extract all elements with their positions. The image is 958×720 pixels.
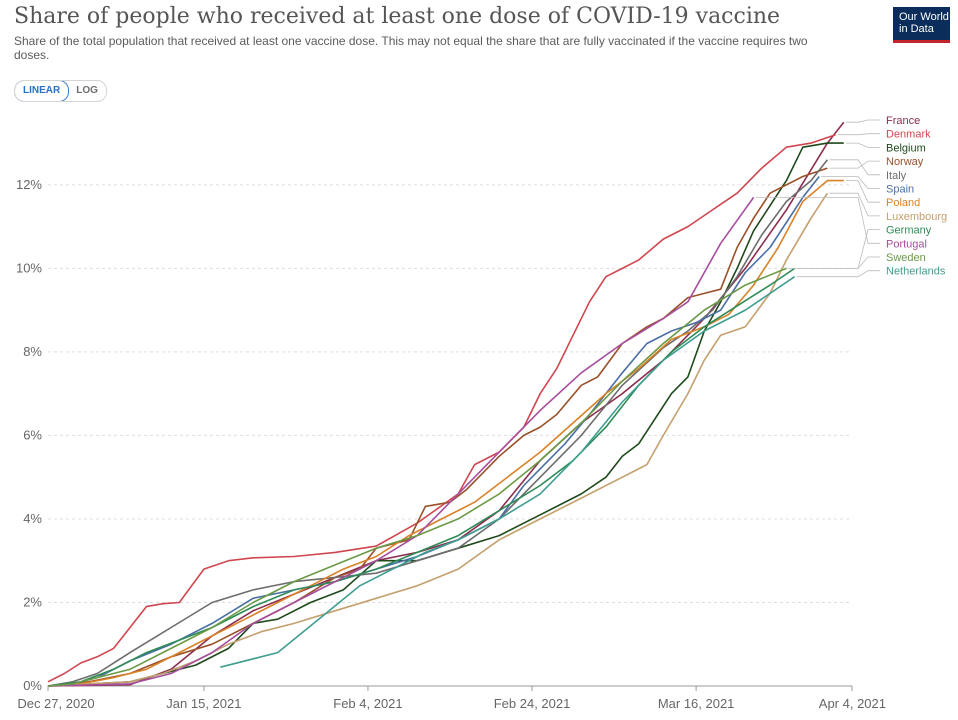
legend-connector [788, 256, 880, 269]
y-tick-label: 10% [16, 260, 42, 275]
series-line-italy[interactable] [47, 159, 829, 687]
x-tick-label: Mar 16, 2021 [658, 696, 735, 711]
x-tick-label: Dec 27, 2020 [17, 696, 94, 711]
series-line-sweden[interactable] [47, 267, 787, 687]
legend-connector [796, 229, 880, 269]
linear-scale-button[interactable]: LINEAR [14, 81, 70, 101]
legend-connector [845, 142, 880, 148]
y-tick-label: 4% [23, 511, 42, 526]
series-line-portugal[interactable] [47, 196, 755, 687]
y-tick-label: 2% [23, 594, 42, 609]
chart-title: Share of people who received at least on… [14, 4, 781, 29]
legend-label-denmark[interactable]: Denmark [886, 129, 931, 141]
legend-connector [829, 192, 880, 217]
x-tick-label: Feb 4, 2021 [333, 696, 402, 711]
chart-subtitle: Share of the total population that recei… [14, 34, 808, 62]
legend-connectors [755, 119, 880, 278]
legend-connector [845, 119, 880, 123]
gridlines [48, 184, 852, 603]
legend-label-germany[interactable]: Germany [886, 225, 932, 237]
legend-label-sweden[interactable]: Sweden [886, 252, 926, 264]
y-tick-label: 8% [23, 344, 42, 359]
x-axis-ticks: Dec 27, 2020 Jan 15, 2021 Feb 4, 2021 Feb 2… [17, 685, 886, 711]
series-line-netherlands[interactable] [220, 276, 796, 668]
legend-connector [796, 270, 880, 278]
legend-label-netherlands[interactable]: Netherlands [886, 266, 946, 278]
legend-label-norway[interactable]: Norway [886, 156, 924, 168]
legend-connector [821, 176, 880, 189]
y-tick-label: 6% [23, 427, 42, 442]
series-line-norway[interactable] [47, 167, 828, 687]
legend-label-portugal[interactable]: Portugal [886, 238, 927, 250]
series-line-belgium[interactable] [47, 142, 844, 687]
series-line-france[interactable] [47, 121, 845, 687]
y-tick-label: 12% [16, 177, 42, 192]
y-axis-ticks: 0% 2% 4% 6% 8% 10% 12% [16, 177, 42, 693]
legend-label-spain[interactable]: Spain [886, 184, 914, 196]
series-line-luxembourg[interactable] [47, 192, 829, 687]
legend-label-belgium[interactable]: Belgium [886, 142, 926, 154]
legend-label-poland[interactable]: Poland [886, 197, 920, 209]
legend-connector [837, 133, 880, 136]
x-tick-label: Apr 4, 2021 [819, 696, 886, 711]
owid-logo[interactable]: Our World in Data [893, 7, 950, 43]
series-line-poland[interactable] [47, 179, 844, 687]
series-lines [47, 121, 845, 687]
legend-connector [829, 159, 880, 176]
log-scale-button[interactable]: LOG [76, 85, 98, 96]
y-tick-label: 0% [23, 678, 42, 693]
legend-connector [845, 180, 880, 203]
legend-label-france[interactable]: France [886, 115, 920, 127]
legend-label-italy[interactable]: Italy [886, 170, 907, 182]
logo-line-2: in Data [899, 23, 934, 35]
series-line-germany[interactable] [47, 267, 796, 687]
legend-connector [755, 197, 880, 244]
series-line-spain[interactable] [47, 176, 820, 687]
scale-toggle: LINEAR LOG [14, 80, 107, 102]
logo-line-1: Our World [899, 11, 949, 23]
legend-label-luxembourg[interactable]: Luxembourg [886, 211, 947, 223]
x-tick-label: Jan 15, 2021 [166, 696, 241, 711]
series-line-denmark[interactable] [47, 133, 836, 683]
x-tick-label: Feb 24, 2021 [494, 696, 571, 711]
legend-connector [829, 160, 880, 169]
